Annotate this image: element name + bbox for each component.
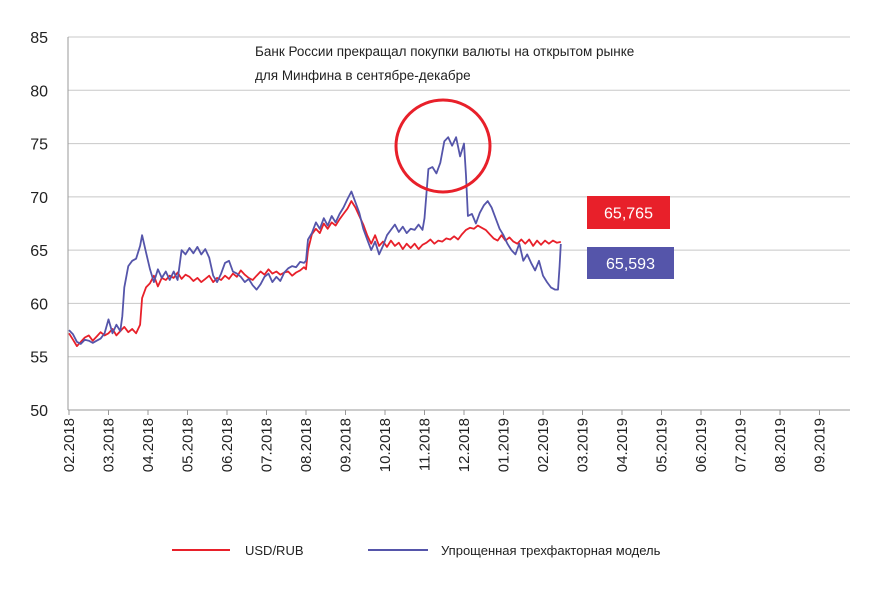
legend-label-usd-rub: USD/RUB bbox=[245, 543, 304, 558]
annotation-line1: Банк России прекращал покупки валюты на … bbox=[255, 44, 634, 59]
x-tick-label: 04.2018 bbox=[140, 418, 157, 472]
end-label-value: 65,765 bbox=[604, 206, 653, 223]
x-tick-label: 03.2019 bbox=[575, 418, 592, 472]
x-tick-label: 08.2018 bbox=[298, 418, 315, 472]
x-tick-label: 02.2019 bbox=[535, 418, 552, 472]
gridlines bbox=[68, 36, 850, 411]
highlight-circle bbox=[394, 98, 492, 194]
x-tick-label: 10.2018 bbox=[377, 418, 394, 472]
x-tick-label: 06.2018 bbox=[219, 418, 236, 472]
y-tick-label: 55 bbox=[30, 350, 48, 367]
end-label-box bbox=[587, 196, 670, 229]
series bbox=[68, 136, 562, 347]
end-labels: 65,765 65,593 bbox=[587, 196, 674, 279]
x-tick-label: 05.2018 bbox=[180, 418, 197, 472]
annotation-line2: для Минфина в сентябре-декабре bbox=[255, 68, 471, 83]
x-axis: 02.2018 03.2018 04.2018 05.2018 06.2018 07.20… bbox=[61, 409, 850, 472]
y-tick-label: 60 bbox=[30, 296, 48, 313]
x-tick-label: 03.2018 bbox=[101, 418, 118, 472]
end-label-value: 65,593 bbox=[606, 256, 655, 273]
end-label-box bbox=[587, 247, 674, 279]
y-tick-label: 70 bbox=[30, 190, 48, 207]
x-tick-label: 02.2018 bbox=[61, 418, 78, 472]
x-tick-label: 12.2018 bbox=[456, 418, 473, 472]
x-tick-label: 07.2019 bbox=[733, 418, 750, 472]
y-tick-label: 80 bbox=[30, 83, 48, 100]
x-tick-label: 04.2019 bbox=[614, 418, 631, 472]
x-tick-label: 05.2019 bbox=[654, 418, 671, 472]
x-tick-label: 09.2018 bbox=[338, 418, 355, 472]
x-tick-label: 11.2018 bbox=[417, 418, 434, 471]
y-axis: 50 55 60 65 70 75 80 85 bbox=[30, 30, 69, 420]
y-tick-label: 65 bbox=[30, 243, 48, 260]
x-tick-label: 09.2019 bbox=[812, 418, 829, 472]
x-tick-label: 07.2018 bbox=[259, 418, 276, 472]
legend: USD/RUB Упрощенная трехфакторная модель bbox=[172, 543, 661, 558]
series-line-model bbox=[68, 136, 562, 345]
x-tick-label: 08.2019 bbox=[772, 418, 789, 472]
y-tick-label: 50 bbox=[30, 403, 48, 420]
x-tick-label: 01.2019 bbox=[496, 418, 513, 472]
x-tick-label: 06.2019 bbox=[693, 418, 710, 472]
legend-label-model: Упрощенная трехфакторная модель bbox=[441, 543, 661, 558]
y-tick-label: 85 bbox=[30, 30, 48, 47]
y-tick-label: 75 bbox=[30, 137, 48, 154]
